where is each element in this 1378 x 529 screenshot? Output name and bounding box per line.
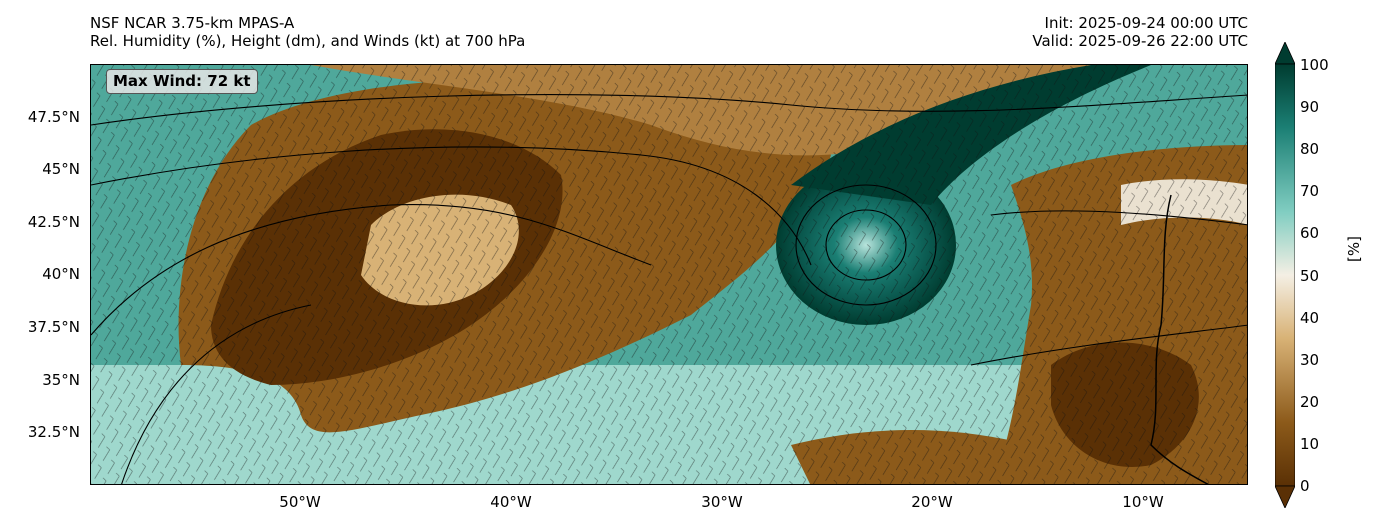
colorbar-tick: 10 [1300,435,1320,453]
colorbar-tick: 80 [1300,140,1320,158]
lat-label: 35°N [42,371,80,389]
model-name: NSF NCAR 3.75-km MPAS-A [90,14,295,32]
lat-label: 45°N [42,160,80,178]
colorbar-tick: 30 [1300,351,1320,369]
map-panel [90,64,1248,485]
valid-time: Valid: 2025-09-26 22:00 UTC [1032,32,1248,50]
title-left: NSF NCAR 3.75-km MPAS-A Rel. Humidity (%… [90,14,525,50]
title-right: Init: 2025-09-24 00:00 UTC Valid: 2025-0… [1032,14,1248,50]
colorbar-tick: 60 [1300,224,1320,242]
colorbar-tick: 40 [1300,309,1320,327]
lon-label: 20°W [911,493,953,511]
colorbar-unit-label: [%] [1345,236,1363,262]
wind-barbs [91,65,1247,484]
colorbar-tick: 100 [1300,56,1329,74]
colorbar-gradient [1275,63,1295,487]
init-time: Init: 2025-09-24 00:00 UTC [1044,14,1248,32]
colorbar-tick: 70 [1300,182,1320,200]
lat-label: 40°N [42,265,80,283]
colorbar-tick: 0 [1300,477,1310,495]
lon-label: 40°W [490,493,532,511]
lat-label: 47.5°N [27,108,80,126]
colorbar-tick: 50 [1300,267,1320,285]
humidity-field [91,65,1247,484]
field-description: Rel. Humidity (%), Height (dm), and Wind… [90,32,526,50]
lat-label: 42.5°N [27,213,80,231]
lon-label: 30°W [701,493,743,511]
colorbar-min-arrow [1275,485,1295,508]
lat-label: 37.5°N [27,318,80,336]
colorbar-max-arrow [1275,42,1295,65]
colorbar [1275,42,1295,508]
max-wind-badge: Max Wind: 72 kt [106,69,258,94]
lon-label: 50°W [279,493,321,511]
height-contours [91,94,1247,484]
lon-label: 10°W [1122,493,1164,511]
lat-label: 32.5°N [27,423,80,441]
colorbar-tick: 90 [1300,98,1320,116]
coastline-europe-africa [1150,194,1209,484]
colorbar-tick: 20 [1300,393,1320,411]
